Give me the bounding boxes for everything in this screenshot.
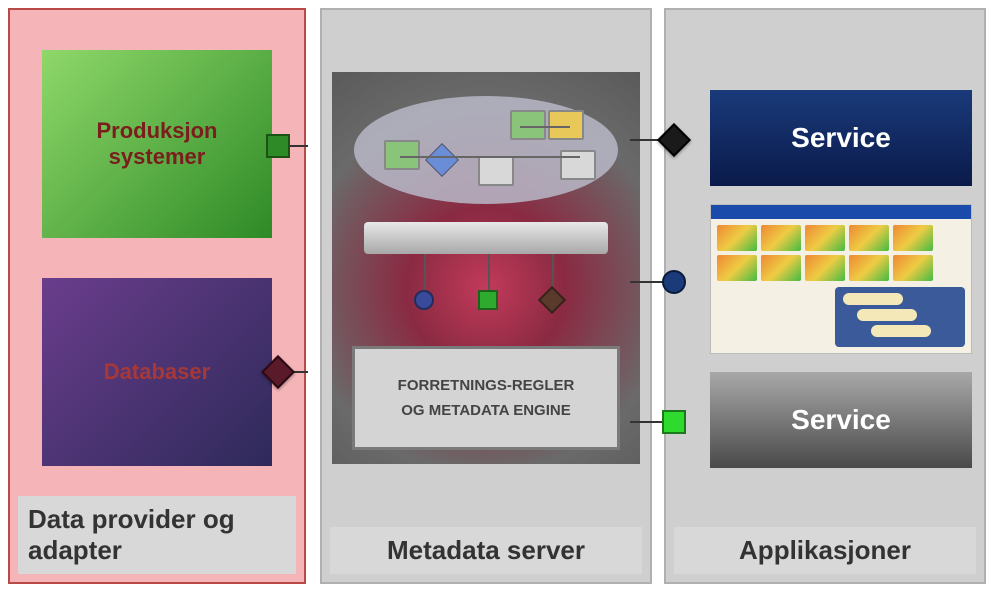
flow-line (400, 156, 580, 158)
panel-left: Produksjon systemer Databaser Data provi… (8, 8, 306, 584)
flow-node-3 (510, 110, 546, 140)
panel-left-label: Data provider og adapter (18, 496, 296, 574)
connector-circle (662, 270, 686, 294)
panel-right-label: Applikasjoner (674, 527, 976, 574)
service-top-label: Service (791, 121, 891, 155)
service-bottom-label: Service (791, 403, 891, 437)
stem-1 (478, 290, 498, 310)
flow-line (520, 126, 570, 128)
connector-square (662, 410, 686, 434)
stem-line-1 (488, 254, 490, 290)
box-service-top: Service (710, 90, 972, 186)
box-produksjon-label2: systemer (109, 144, 206, 170)
rules-line1: FORRETNINGS-REGLER (398, 377, 575, 394)
flow-node-0 (384, 140, 420, 170)
panel-middle-label: Metadata server (330, 527, 642, 574)
box-produksjon: Produksjon systemer (42, 50, 272, 238)
box-databaser-label: Databaser (104, 359, 210, 385)
box-service-bottom: Service (710, 372, 972, 468)
engine-bar (364, 222, 608, 254)
stem-line-0 (424, 254, 426, 290)
flow-node-4 (548, 110, 584, 140)
box-databaser: Databaser (42, 278, 272, 466)
connector-square (266, 134, 290, 158)
flow-node-5 (560, 150, 596, 180)
box-produksjon-label1: Produksjon (96, 118, 217, 144)
flow-node-2 (478, 156, 514, 186)
box-portal-screenshot (710, 204, 972, 354)
stem-0 (414, 290, 434, 310)
stem-line-2 (552, 254, 554, 290)
rules-box: FORRETNINGS-REGLER OG METADATA ENGINE (352, 346, 620, 450)
rules-line2: OG METADATA ENGINE (401, 402, 570, 419)
